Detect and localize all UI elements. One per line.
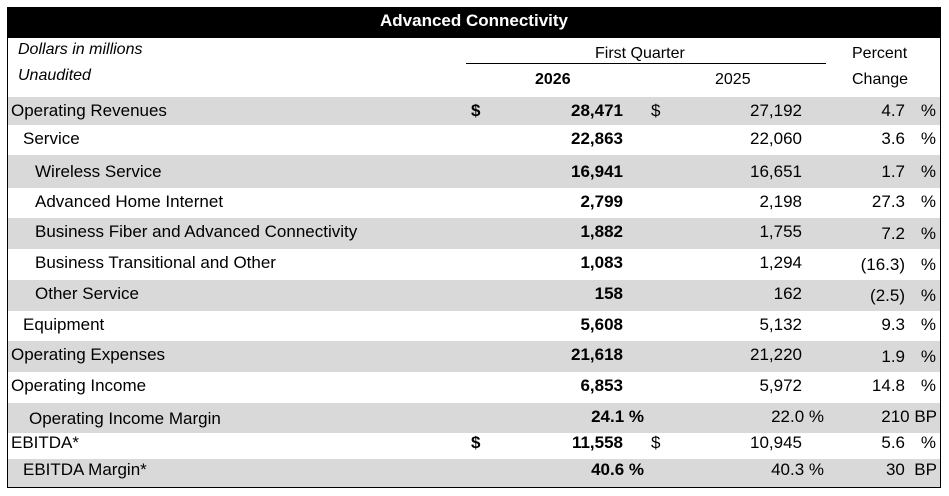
percent-unit: %	[920, 376, 936, 395]
row-label: Service	[23, 129, 80, 148]
table-row: Service 22,863 22,060 3.6 %	[8, 125, 940, 153]
percent-change: 210 BP	[881, 407, 937, 426]
row-label: Operating Income	[11, 376, 147, 395]
row-label: Operating Expenses	[11, 345, 166, 364]
value-2025: 27,192	[750, 101, 802, 120]
unaudited-label: Unaudited	[18, 67, 91, 84]
percent-unit: %	[920, 101, 936, 120]
value-2026: 1,882	[580, 222, 623, 241]
row-label: Other Service	[35, 284, 139, 303]
currency-symbol: $	[471, 101, 481, 120]
table-row: Business Transitional and Other 1,083 1,…	[8, 249, 940, 280]
units-label: Dollars in millions	[18, 41, 143, 58]
value-2026: 40.6 %	[591, 460, 644, 479]
value-2025: 2,198	[759, 192, 802, 211]
currency-symbol: $	[651, 433, 661, 452]
value-2025: 21,220	[750, 345, 802, 364]
percent-unit: %	[920, 347, 936, 366]
percent-change: 30 BP	[885, 460, 937, 479]
percent-change: 1.7	[881, 162, 905, 181]
value-2025: 5,972	[759, 376, 802, 395]
table-title: Advanced Connectivity	[8, 8, 940, 38]
percent-change: 5.6	[881, 433, 905, 452]
row-label: Business Fiber and Advanced Connectivity	[35, 222, 358, 241]
value-2026: 21,618	[571, 345, 623, 364]
percent-unit: %	[920, 286, 936, 305]
value-2026: 5,608	[580, 315, 623, 334]
value-2025: 1,755	[759, 222, 802, 241]
percent-unit: %	[920, 192, 936, 211]
year-current-header: 2026	[535, 71, 571, 88]
value-2026: 11,558	[571, 433, 623, 452]
row-label: Advanced Home Internet	[35, 192, 224, 211]
value-2025: 5,132	[759, 315, 802, 334]
percent-change: 14.8	[871, 376, 905, 395]
percent-change: 9.3	[881, 315, 905, 334]
currency-symbol: $	[471, 433, 481, 452]
value-2025: 22.0 %	[771, 407, 824, 426]
value-2025: 162	[773, 284, 802, 303]
table-row: Other Service 158 162 (2.5) %	[8, 280, 940, 311]
value-2026: 158	[594, 284, 623, 303]
value-2026: 6,853	[580, 376, 623, 395]
table-row: Operating Income 6,853 5,972 14.8 %	[8, 372, 940, 403]
percent-unit: %	[920, 224, 936, 243]
percent-change: 7.2	[881, 224, 905, 243]
value-2026: 24.1 %	[591, 407, 644, 426]
percent-change-header-line2: Change	[852, 71, 909, 88]
period-header: First Quarter	[595, 45, 685, 62]
table-row: EBITDA Margin* 40.6 % 40.3 % 30 BP	[8, 459, 940, 487]
financial-table: Advanced Connectivity Dollars in million…	[7, 7, 941, 488]
row-label: EBITDA*	[11, 433, 80, 452]
percent-change: 27.3	[871, 192, 905, 211]
currency-symbol: $	[651, 101, 661, 120]
percent-unit: %	[920, 255, 936, 274]
percent-unit: %	[920, 315, 936, 334]
percent-unit: %	[920, 162, 936, 181]
row-label: Operating Revenues	[11, 101, 167, 120]
table-row: Operating Revenues $ 28,471 $ 27,192 4.7…	[8, 97, 940, 125]
value-2026: 22,863	[571, 129, 623, 148]
table-row: EBITDA* $ 11,558 $ 10,945 5.6 %	[8, 433, 940, 459]
value-2026: 1,083	[580, 253, 623, 272]
value-2026: 2,799	[580, 192, 623, 211]
value-2026: 16,941	[571, 162, 623, 181]
percent-change: 1.9	[881, 347, 905, 366]
row-label: Equipment	[23, 315, 105, 334]
table-row: Operating Income Margin 24.1 % 22.0 % 21…	[8, 403, 940, 433]
percent-unit: %	[920, 433, 936, 452]
row-label: Wireless Service	[35, 162, 162, 181]
row-label: Business Transitional and Other	[35, 253, 276, 272]
year-prior-header: 2025	[715, 71, 751, 88]
table-row: Wireless Service 16,941 16,651 1.7 %	[8, 155, 940, 188]
percent-change: (2.5)	[870, 286, 905, 305]
table-row: Advanced Home Internet 2,799 2,198 27.3 …	[8, 188, 940, 218]
value-2025: 16,651	[750, 162, 802, 181]
percent-change-header-line1: Percent	[852, 45, 908, 62]
percent-change: (16.3)	[860, 255, 905, 274]
value-2026: 28,471	[571, 101, 623, 120]
value-2025: 40.3 %	[771, 460, 824, 479]
percent-change: 3.6	[881, 129, 905, 148]
percent-change: 4.7	[881, 101, 905, 120]
row-label: EBITDA Margin*	[23, 460, 147, 479]
table-row: Business Fiber and Advanced Connectivity…	[8, 218, 940, 249]
percent-unit: %	[920, 129, 936, 148]
period-header-rule	[466, 63, 826, 64]
table-row: Equipment 5,608 5,132 9.3 %	[8, 311, 940, 341]
value-2025: 22,060	[750, 129, 802, 148]
value-2025: 1,294	[759, 253, 802, 272]
table-row: Operating Expenses 21,618 21,220 1.9 %	[8, 341, 940, 372]
row-label: Operating Income Margin	[29, 409, 221, 428]
value-2025: 10,945	[750, 433, 802, 452]
